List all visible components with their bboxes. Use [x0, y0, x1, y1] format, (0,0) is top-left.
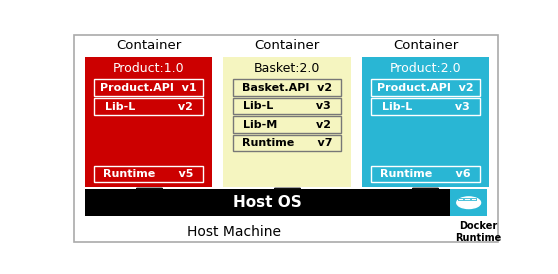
- FancyBboxPatch shape: [233, 116, 341, 133]
- Text: Host Machine: Host Machine: [187, 225, 281, 239]
- FancyBboxPatch shape: [464, 198, 470, 199]
- FancyBboxPatch shape: [85, 57, 213, 187]
- FancyBboxPatch shape: [94, 98, 203, 115]
- FancyBboxPatch shape: [94, 79, 203, 96]
- FancyBboxPatch shape: [464, 198, 470, 199]
- Text: Runtime      v7: Runtime v7: [242, 138, 333, 148]
- FancyBboxPatch shape: [371, 79, 480, 96]
- FancyBboxPatch shape: [233, 98, 341, 114]
- Text: Basket:2.0: Basket:2.0: [254, 62, 320, 75]
- Text: Container: Container: [393, 39, 458, 52]
- FancyBboxPatch shape: [233, 79, 341, 96]
- FancyBboxPatch shape: [233, 135, 341, 152]
- FancyBboxPatch shape: [74, 35, 498, 242]
- Text: Runtime      v6: Runtime v6: [380, 169, 471, 179]
- Text: Lib-L           v2: Lib-L v2: [105, 101, 193, 112]
- FancyBboxPatch shape: [94, 166, 203, 182]
- FancyBboxPatch shape: [450, 189, 487, 216]
- Text: Product:2.0: Product:2.0: [389, 62, 461, 75]
- Text: Host OS: Host OS: [233, 195, 302, 210]
- FancyBboxPatch shape: [471, 198, 477, 199]
- FancyBboxPatch shape: [85, 189, 487, 216]
- Text: Basket.API  v2: Basket.API v2: [242, 82, 332, 93]
- Text: Runtime      v5: Runtime v5: [103, 169, 194, 179]
- Text: Product:1.0: Product:1.0: [113, 62, 185, 75]
- FancyBboxPatch shape: [471, 198, 477, 199]
- Text: Lib-L           v3: Lib-L v3: [243, 101, 331, 111]
- Text: Product.API  v1: Product.API v1: [100, 82, 197, 93]
- FancyBboxPatch shape: [458, 198, 464, 199]
- Text: Container: Container: [254, 39, 320, 52]
- Text: Lib-M          v2: Lib-M v2: [243, 120, 331, 130]
- FancyBboxPatch shape: [223, 57, 351, 187]
- Text: Lib-L           v3: Lib-L v3: [382, 101, 469, 112]
- Text: Docker
Runtime: Docker Runtime: [455, 221, 502, 244]
- Text: Product.API  v2: Product.API v2: [377, 82, 474, 93]
- Text: Container: Container: [116, 39, 181, 52]
- Ellipse shape: [457, 197, 480, 209]
- FancyBboxPatch shape: [371, 166, 480, 182]
- FancyBboxPatch shape: [458, 198, 464, 199]
- FancyBboxPatch shape: [371, 98, 480, 115]
- FancyBboxPatch shape: [362, 57, 489, 187]
